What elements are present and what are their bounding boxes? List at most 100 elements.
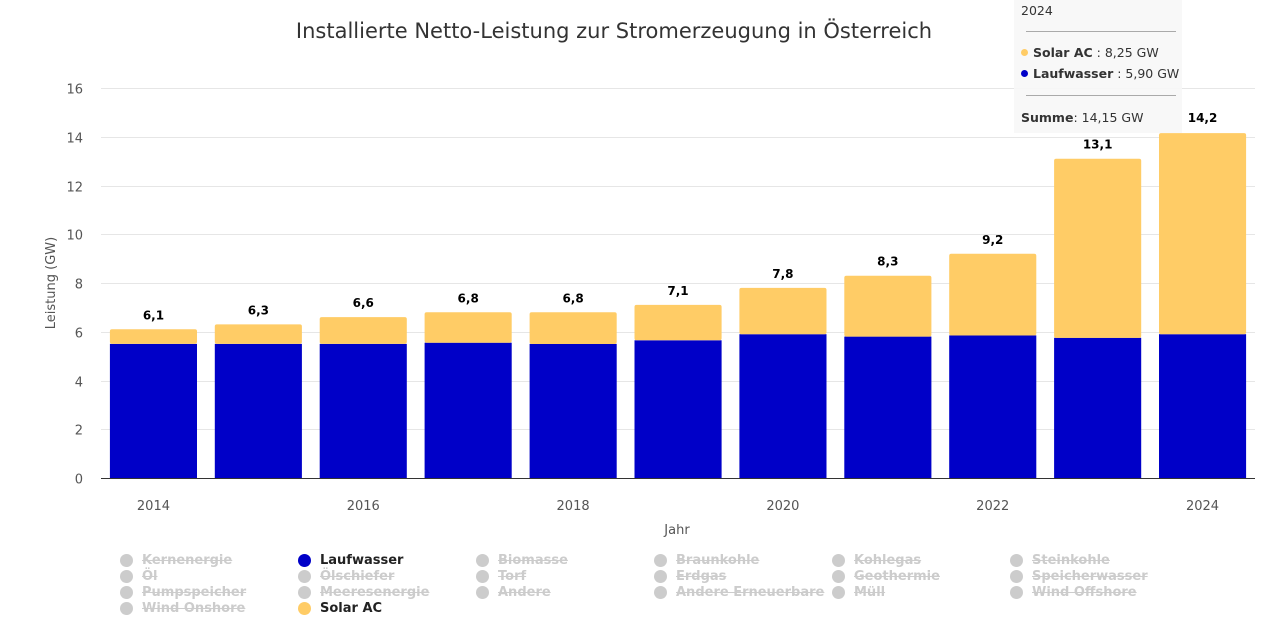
tooltip-row-solar: Solar AC : 8,25 GW [1021,45,1159,60]
tooltip-series-value: : 8,25 GW [1096,45,1159,60]
legend-marker-icon [654,585,667,599]
legend-item[interactable]: Ölschiefer [298,568,476,584]
bar-solar-ac-2019[interactable] [634,304,722,341]
legend-item[interactable]: Laufwasser [298,552,476,568]
legend-marker-icon [298,585,311,599]
y-tick-label: 14 [66,132,83,147]
legend-marker-icon [476,585,489,599]
legend-marker-icon [476,569,489,583]
legend-item[interactable]: Pumpspeicher [120,584,298,600]
legend: Kernenergie Laufwasser Biomasse Braunkohle K… [120,552,1200,616]
total-data-label: 6,1 [143,308,164,322]
chart-title: Installierte Netto-Leistung zur Stromerz… [296,18,932,43]
legend-marker-icon [298,601,311,615]
y-tick-label: 2 [75,424,83,439]
legend-item[interactable]: Andere Erneuerbare [654,584,832,600]
total-data-label: 6,3 [248,303,269,317]
tooltip-divider [1026,31,1176,32]
y-tick-label: 10 [66,229,83,244]
y-axis-title: Leistung (GW) [44,237,59,329]
legend-item[interactable]: Torf [476,568,654,584]
bars[interactable] [109,133,1247,478]
x-tick-label: 2024 [1186,499,1219,514]
bar-laufwasser-2021[interactable] [844,336,932,478]
legend-item[interactable]: Wind Onshore [120,600,298,616]
legend-item[interactable]: Öl [120,568,298,584]
tooltip-series-name: Laufwasser [1033,66,1114,81]
bar-laufwasser-2015[interactable] [214,343,302,478]
total-data-label: 13,1 [1083,138,1113,152]
total-data-label: 7,1 [667,284,688,298]
bar-solar-ac-2023[interactable] [1054,158,1142,338]
y-axis-ticks: 0 2 4 6 8 10 12 14 16 [66,83,83,488]
legend-label: Geothermie [854,568,940,584]
legend-label: Erdgas [676,568,727,584]
legend-marker-icon [120,553,133,567]
bar-laufwasser-2019[interactable] [634,340,722,478]
tooltip-row-laufwasser: Laufwasser : 5,90 GW [1021,66,1179,81]
legend-item[interactable]: Steinkohle [1010,552,1188,568]
legend-marker-icon [1010,569,1023,583]
legend-item[interactable]: Braunkohle [654,552,832,568]
y-tick-label: 6 [75,327,83,342]
x-tick-label: 2020 [766,499,799,514]
legend-label: Steinkohle [1032,552,1110,568]
legend-item[interactable]: Kohlegas [832,552,1010,568]
legend-label: Solar AC [320,600,383,616]
total-data-label: 7,8 [772,267,793,281]
total-data-label: 9,2 [982,233,1003,247]
bar-solar-ac-2014[interactable] [109,329,197,344]
legend-item[interactable]: Kernenergie [120,552,298,568]
legend-label: Wind Onshore [142,600,246,616]
legend-item[interactable]: Biomasse [476,552,654,568]
legend-label: Wind Offshore [1032,584,1137,600]
legend-label: Kohlegas [854,552,922,568]
bar-laufwasser-2024[interactable] [1159,334,1247,478]
legend-marker-icon [120,569,133,583]
legend-item[interactable]: Wind Offshore [1010,584,1188,600]
legend-label: Andere [498,584,551,600]
legend-item[interactable]: Erdgas [654,568,832,584]
bar-laufwasser-2022[interactable] [949,335,1037,478]
bar-solar-ac-2016[interactable] [319,317,407,344]
bar-solar-ac-2015[interactable] [214,324,302,344]
bar-laufwasser-2017[interactable] [424,342,512,478]
tooltip-series-value: : 5,90 GW [1117,66,1180,81]
bar-laufwasser-2016[interactable] [319,343,407,478]
legend-item[interactable]: Solar AC [298,600,476,616]
bar-solar-ac-2018[interactable] [529,312,617,344]
legend-item[interactable]: Müll [832,584,1010,600]
bar-solar-ac-2020[interactable] [739,287,827,335]
bar-solar-ac-2021[interactable] [844,275,932,337]
legend-label: Öl [142,568,158,584]
legend-marker-icon [1010,553,1023,567]
legend-item[interactable]: Geothermie [832,568,1010,584]
y-tick-label: 16 [66,83,83,98]
legend-marker-icon [654,553,667,567]
legend-label: Braunkohle [676,552,760,568]
legend-label: Kernenergie [142,552,233,568]
legend-marker-icon [476,553,489,567]
tooltip-sum: Summe: 14,15 GW [1021,110,1143,125]
total-data-label: 6,6 [353,296,374,310]
legend-label: Andere Erneuerbare [676,584,825,600]
legend-marker-icon [832,553,845,567]
solar-dot-icon [1021,49,1028,56]
legend-marker-icon [120,585,133,599]
y-tick-label: 8 [75,278,83,293]
bar-solar-ac-2022[interactable] [949,253,1037,336]
legend-item[interactable]: Meeresenergie [298,584,476,600]
legend-item[interactable]: Andere [476,584,654,600]
y-tick-label: 12 [66,181,83,196]
total-data-label: 8,3 [877,255,898,269]
legend-item[interactable]: Speicherwasser [1010,568,1188,584]
bar-laufwasser-2014[interactable] [109,343,197,478]
x-tick-label: 2018 [557,499,590,514]
bar-solar-ac-2017[interactable] [424,312,512,343]
laufwasser-dot-icon [1021,70,1028,77]
bar-laufwasser-2020[interactable] [739,334,827,478]
bar-laufwasser-2018[interactable] [529,343,617,478]
bar-laufwasser-2023[interactable] [1054,337,1142,478]
bar-solar-ac-2024[interactable] [1159,133,1247,335]
total-data-label: 6,8 [458,291,479,305]
